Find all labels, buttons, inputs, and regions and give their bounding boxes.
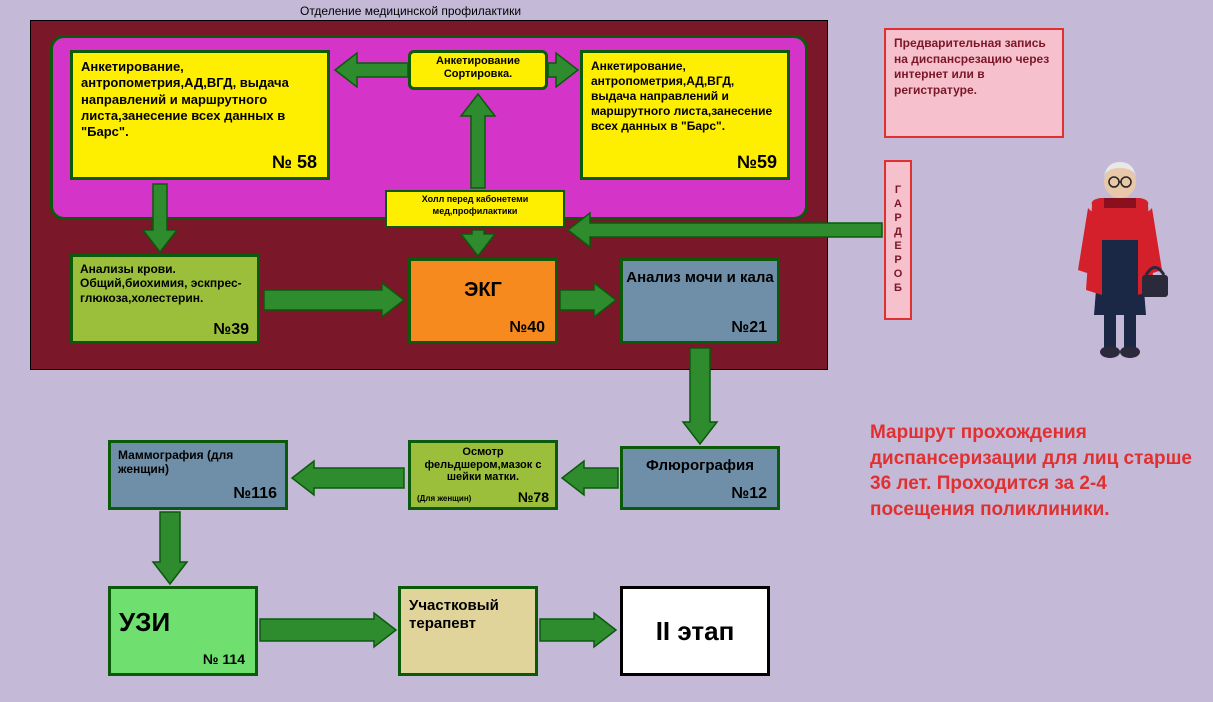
- node-stage2-text: II этап: [656, 616, 735, 647]
- node-39: Анализы крови. Общий,биохимия, эскпрес-г…: [70, 254, 260, 344]
- node-78: Осмотр фельдшером,мазок с шейки матки. (…: [408, 440, 558, 510]
- node-12-text: Флюрография: [623, 457, 777, 474]
- node-hall: Холл перед кабонетеми мед,профилактики: [385, 190, 565, 228]
- node-39-text: Анализы крови. Общий,биохимия, эскпрес-г…: [80, 262, 250, 305]
- node-114-num: № 114: [203, 651, 245, 667]
- pink-note: Предварительная запись на диспансрезацию…: [884, 28, 1064, 138]
- node-stage2: II этап: [620, 586, 770, 676]
- node-116: Маммография (для женщин) №116: [108, 440, 288, 510]
- node-116-text: Маммография (для женщин): [118, 448, 278, 477]
- person-illustration: [1060, 150, 1180, 360]
- node-12: Флюрография №12: [620, 446, 780, 510]
- node-59-text: Анкетирование, антропометрия,АД,ВГД, выд…: [591, 59, 779, 134]
- dept-title: Отделение медицинской профилактики: [300, 4, 521, 18]
- node-58-num: № 58: [272, 152, 317, 173]
- node-39-num: №39: [213, 321, 249, 339]
- node-40-num: №40: [509, 319, 545, 337]
- node-sort: Анкетирование Сортировка.: [408, 50, 548, 90]
- node-59: Анкетирование, антропометрия,АД,ВГД, выд…: [580, 50, 790, 180]
- garderob-text: ГАРДЕРОБ: [892, 184, 904, 296]
- node-40-text: ЭКГ: [411, 279, 555, 302]
- node-114-text: УЗИ: [119, 607, 247, 638]
- node-116-num: №116: [233, 485, 277, 503]
- node-58: Анкетирование, антропометрия,АД,ВГД, выд…: [70, 50, 330, 180]
- node-59-num: №59: [737, 152, 777, 173]
- node-hall-text: Холл перед кабонетеми мед,профилактики: [391, 194, 559, 217]
- node-therapist-text: Участковый терапевт: [409, 597, 527, 633]
- node-40: ЭКГ №40: [408, 258, 558, 344]
- node-114: УЗИ № 114: [108, 586, 258, 676]
- node-78-num: №78: [518, 489, 549, 505]
- route-caption: Маршрут прохождения диспансеризации для …: [870, 420, 1200, 523]
- node-21-num: №21: [731, 319, 767, 337]
- node-therapist: Участковый терапевт: [398, 586, 538, 676]
- node-21-text: Анализ мочи и кала: [623, 269, 777, 287]
- node-sort-text: Анкетирование Сортировка.: [415, 55, 541, 81]
- pink-note-text: Предварительная запись на диспансрезацию…: [894, 36, 1054, 98]
- node-78-sub: (Для женщин): [417, 494, 471, 503]
- node-58-text: Анкетирование, антропометрия,АД,ВГД, выд…: [81, 59, 319, 140]
- node-21: Анализ мочи и кала №21: [620, 258, 780, 344]
- node-12-num: №12: [731, 485, 767, 503]
- garderob: ГАРДЕРОБ: [884, 160, 912, 320]
- node-78-text: Осмотр фельдшером,мазок с шейки матки.: [414, 446, 552, 484]
